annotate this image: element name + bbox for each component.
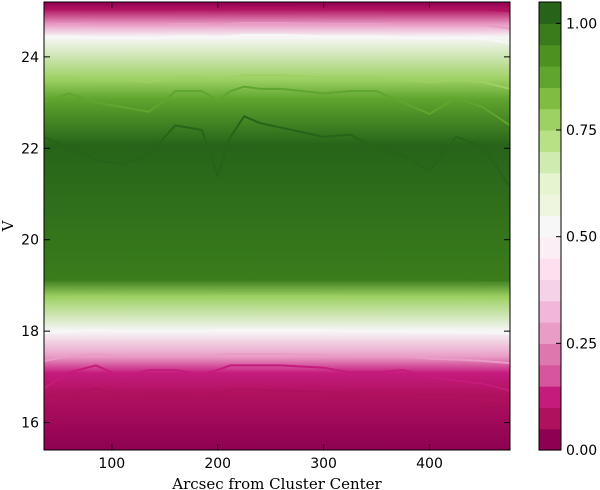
y-tick-label: 16	[21, 416, 39, 432]
x-tick-label: 100	[98, 456, 125, 472]
colorbar: 0.00 0.25 0.50 0.75 1.00	[538, 1, 597, 459]
colorbar-band	[539, 194, 561, 216]
contour-boundary	[44, 74, 510, 90]
colorbar-band	[539, 108, 561, 131]
colorbar-band	[539, 2, 561, 24]
plot-area	[43, 1, 511, 451]
contour-boundary	[44, 364, 510, 392]
contour-boundary	[44, 7, 510, 13]
contour-boundary	[44, 33, 510, 45]
colorbar-band	[539, 343, 561, 366]
contour-field	[44, 2, 510, 450]
colorbar-band	[539, 407, 561, 430]
contour-boundary	[44, 387, 510, 403]
y-tick-label: 22	[21, 141, 39, 157]
plot-frame	[43, 1, 511, 451]
colorbar-band	[539, 428, 561, 451]
y-tick-label: 24	[21, 50, 39, 66]
colorbar-band	[539, 258, 561, 280]
colorbar-band	[539, 300, 561, 323]
contour-boundary	[44, 115, 510, 188]
colorbar-tick-label: 0.50	[566, 230, 597, 246]
contour-boundary	[44, 328, 510, 335]
colorbar-band	[539, 386, 561, 408]
colorbar-band	[539, 44, 561, 67]
colorbar-band	[539, 87, 561, 110]
colorbar-tick-label: 0.00	[566, 443, 597, 459]
colorbar-band	[539, 279, 561, 302]
contour-boundary	[44, 352, 510, 365]
colorbar-band	[539, 172, 561, 195]
x-tick-label: 300	[310, 456, 337, 472]
contour-boundary	[44, 295, 510, 300]
colorbar-tick-label: 1.00	[566, 16, 597, 32]
x-tick-label: 200	[204, 456, 231, 472]
colorbar-band	[539, 151, 561, 174]
colorbar-frame	[538, 1, 562, 451]
y-axis-label: V	[0, 219, 17, 232]
colorbar-band	[539, 236, 561, 259]
y-tick-label: 18	[21, 324, 39, 340]
colorbar-tick-label: 0.25	[566, 336, 597, 352]
y-tick-label: 20	[21, 233, 39, 249]
x-axis-label: Arcsec from Cluster Center	[171, 475, 382, 490]
x-axis: 100 200 300 400	[98, 2, 443, 472]
colorbar-band	[539, 364, 561, 387]
colorbar-band	[539, 215, 561, 238]
colorbar-band	[539, 322, 561, 344]
colorbar-band	[539, 66, 561, 88]
x-tick-label: 400	[416, 456, 443, 472]
y-axis: 16 18 20 22 24	[21, 50, 510, 432]
contour-boundary	[44, 22, 510, 30]
colorbar-band	[539, 23, 561, 46]
colorbar-tick-label: 0.75	[566, 123, 597, 139]
contour-boundary	[44, 85, 510, 127]
colorbar-band	[539, 130, 561, 152]
